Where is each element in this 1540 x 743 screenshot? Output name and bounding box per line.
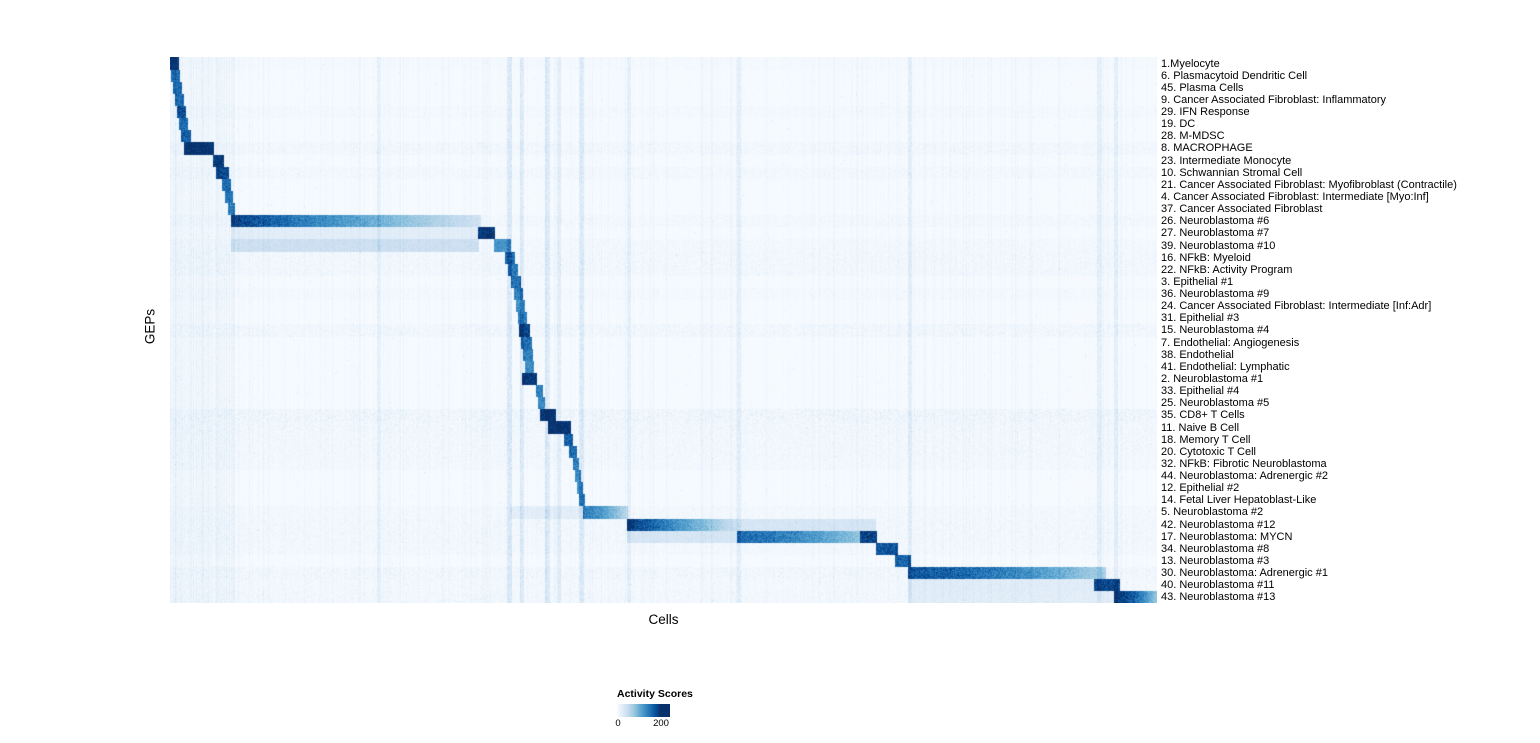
gep-row-label: 17. Neuroblastoma: MYCN — [1161, 530, 1293, 543]
gep-row-label: 13. Neuroblastoma #3 — [1161, 554, 1270, 567]
gep-row-label: 11. Naive B Cell — [1161, 421, 1240, 434]
gep-row-label: 39. Neuroblastoma #10 — [1161, 239, 1276, 252]
legend-title: Activity Scores — [617, 688, 693, 700]
gep-row-label: 41. Endothelial: Lymphatic — [1161, 360, 1290, 373]
legend-colorbar — [617, 704, 670, 717]
gep-row-label: 34. Neuroblastoma #8 — [1161, 542, 1270, 555]
gep-row-labels: 1.Myelocyte 6. Plasmacytoid Dendritic Cel… — [1161, 57, 1540, 606]
gep-row-label: 36. Neuroblastoma #9 — [1161, 288, 1270, 301]
gep-row-label: 23. Intermediate Monocyte — [1161, 154, 1292, 167]
gep-row-label: 19. DC — [1161, 118, 1196, 131]
gep-row-label: 32. NFkB: Fibrotic Neuroblastoma — [1161, 457, 1327, 470]
legend-tick-min: 0 — [615, 718, 621, 729]
gep-row-label: 8. MACROPHAGE — [1161, 142, 1253, 155]
y-axis-label: GEPs — [142, 308, 158, 345]
gep-row-label: 21. Cancer Associated Fibroblast: Myofib… — [1161, 178, 1457, 191]
gep-row-label: 14. Fetal Liver Hepatoblast-Like — [1161, 494, 1317, 507]
gep-row-label: 30. Neuroblastoma: Adrenergic #1 — [1161, 567, 1328, 580]
gep-row-label: 25. Neuroblastoma #5 — [1161, 397, 1270, 410]
gep-row-label: 27. Neuroblastoma #7 — [1161, 227, 1270, 240]
gep-row-label: 9. Cancer Associated Fibroblast: Inflamm… — [1161, 93, 1386, 106]
gep-row-label: 28. M-MDSC — [1161, 130, 1225, 143]
gep-row-label: 7. Endothelial: Angiogenesis — [1161, 336, 1300, 349]
gep-row-label: 2. Neuroblastoma #1 — [1161, 372, 1264, 385]
gep-row-label: 33. Epithelial #4 — [1161, 385, 1240, 398]
gep-row-label: 26. Neuroblastoma #6 — [1161, 215, 1270, 228]
gep-row-label: 6. Plasmacytoid Dendritic Cell — [1161, 69, 1308, 82]
legend-ticks: 0 200 — [615, 718, 737, 730]
gep-row-label: 10. Schwannian Stromal Cell — [1161, 166, 1303, 179]
gep-row-label: 24. Cancer Associated Fibroblast: Interm… — [1161, 300, 1432, 313]
gep-row-label: 1.Myelocyte — [1161, 57, 1220, 70]
gep-row-label: 16. NFkB: Myeloid — [1161, 251, 1251, 264]
gep-row-label: 40. Neuroblastoma #11 — [1161, 579, 1275, 592]
gep-row-label: 15. Neuroblastoma #4 — [1161, 324, 1270, 337]
gep-row-label: 31. Epithelial #3 — [1161, 312, 1240, 325]
gep-row-label: 44. Neuroblastoma: Adrenergic #2 — [1161, 470, 1328, 483]
heatmap-canvas — [170, 57, 1157, 603]
gep-row-label: 20. Cytotoxic T Cell — [1161, 445, 1256, 458]
gep-row-label: 37. Cancer Associated Fibroblast — [1161, 203, 1323, 216]
x-axis-label: Cells — [648, 612, 679, 627]
gep-row-label: 22. NFkB: Activity Program — [1161, 263, 1293, 276]
gep-row-label: 29. IFN Response — [1161, 106, 1250, 119]
gep-row-label: 12. Epithelial #2 — [1161, 482, 1240, 495]
gep-row-label: 5. Neuroblastoma #2 — [1161, 506, 1264, 519]
gep-row-label: 3. Epithelial #1 — [1161, 275, 1234, 288]
gep-row-label: 4. Cancer Associated Fibroblast: Interme… — [1161, 190, 1429, 203]
activity-scores-legend: Activity Scores 0 200 — [615, 688, 737, 730]
gep-row-label: 43. Neuroblastoma #13 — [1161, 591, 1276, 604]
gep-row-label: 45. Plasma Cells — [1161, 81, 1244, 94]
gep-row-label: 42. Neuroblastoma #12 — [1161, 518, 1276, 531]
gep-row-label: 35. CD8+ T Cells — [1161, 409, 1245, 422]
gep-row-label: 18. Memory T Cell — [1161, 433, 1251, 446]
gep-row-label: 38. Endothelial — [1161, 348, 1234, 361]
legend-tick-max: 200 — [653, 718, 669, 729]
